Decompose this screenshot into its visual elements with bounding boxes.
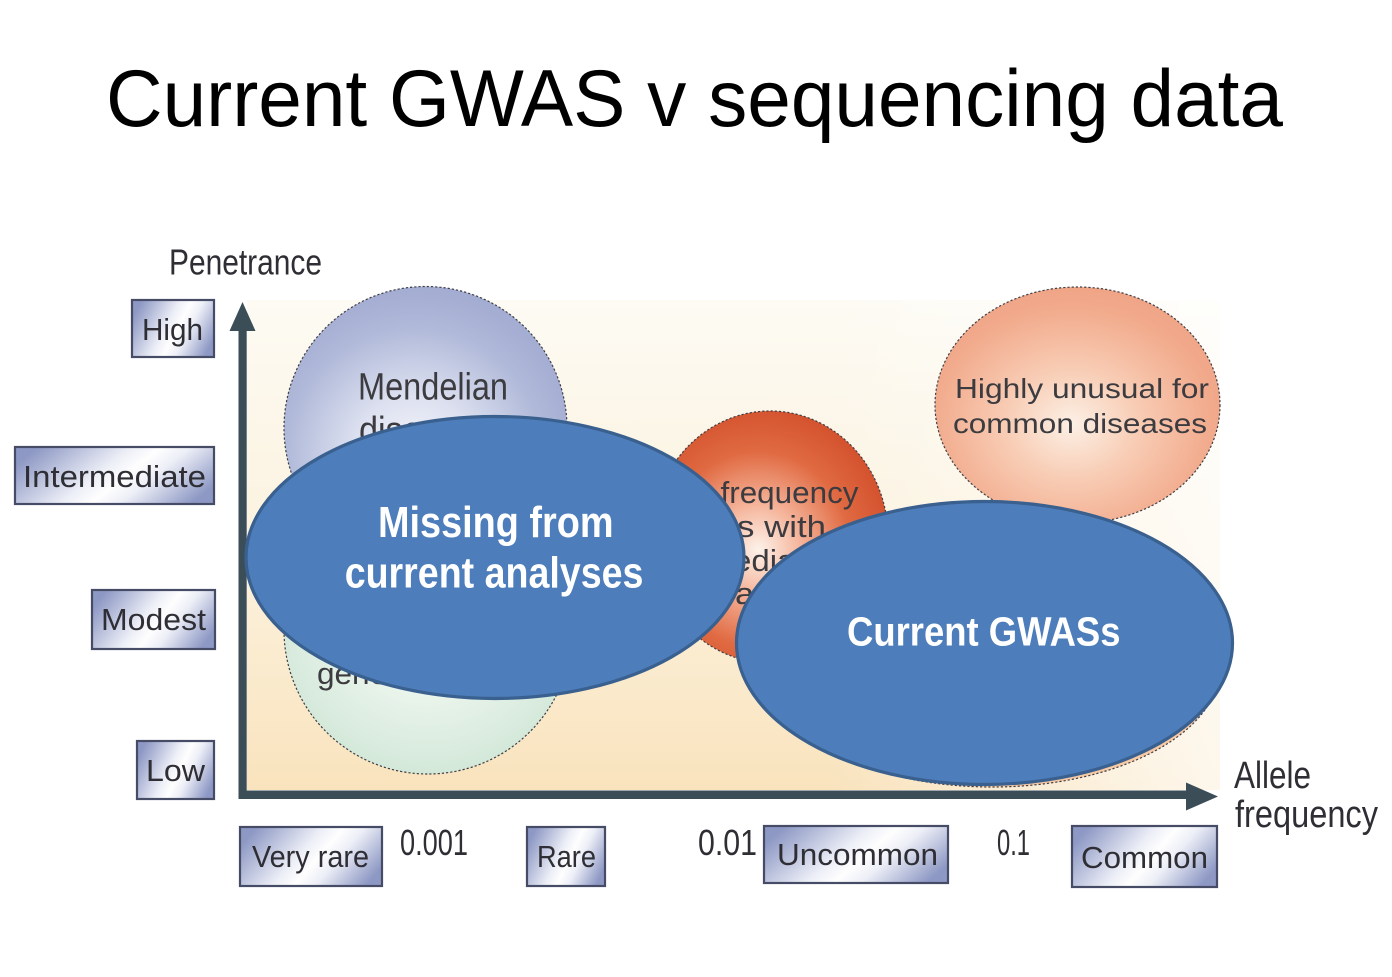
svg-text:Uncommon: Uncommon xyxy=(777,837,938,872)
svg-text:0.001: 0.001 xyxy=(400,822,468,863)
svg-text:common diseases: common diseases xyxy=(953,408,1207,439)
svg-text:Common: Common xyxy=(1081,840,1208,875)
svg-text:Mendelian: Mendelian xyxy=(358,367,508,409)
svg-text:Current GWASs: Current GWASs xyxy=(847,609,1121,655)
svg-text:Missing from: Missing from xyxy=(378,498,614,547)
svg-text:High: High xyxy=(142,312,203,347)
svg-text:Very rare: Very rare xyxy=(252,839,369,874)
svg-text:current analyses: current analyses xyxy=(345,549,644,598)
svg-text:Penetrance: Penetrance xyxy=(169,242,322,283)
svg-text:Low: Low xyxy=(146,753,206,788)
svg-text:Current GWAS v sequencing data: Current GWAS v sequencing data xyxy=(106,54,1284,144)
svg-text:Modest: Modest xyxy=(101,602,206,637)
svg-text:0.01: 0.01 xyxy=(698,822,757,863)
svg-text:frequency: frequency xyxy=(721,475,860,510)
svg-text:Highly unusual for: Highly unusual for xyxy=(955,373,1209,404)
svg-text:frequency: frequency xyxy=(1235,794,1378,836)
svg-text:s with: s with xyxy=(737,509,826,544)
svg-text:Allele: Allele xyxy=(1234,755,1311,797)
svg-text:Rare: Rare xyxy=(537,839,596,874)
svg-text:0.1: 0.1 xyxy=(997,822,1030,863)
svg-text:Intermediate: Intermediate xyxy=(23,459,206,494)
